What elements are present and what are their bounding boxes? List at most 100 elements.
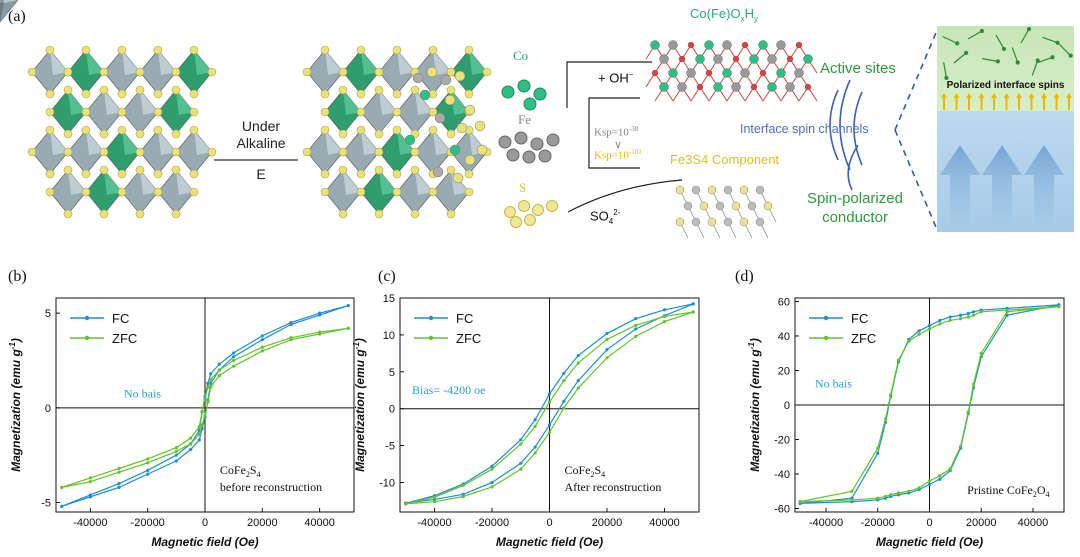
- sulfur-atom: [81, 89, 91, 99]
- lattice-atom: [704, 40, 714, 50]
- lattice-atom: [758, 40, 768, 50]
- legend-label-fc: FC: [112, 311, 129, 326]
- data-point-zfc: [883, 417, 888, 421]
- data-point-fc: [232, 351, 236, 355]
- sulfur-atom: [356, 45, 366, 55]
- crystal-pristine: [27, 45, 217, 219]
- random-spin-arrow: [1011, 47, 1019, 63]
- data-point-fc: [174, 459, 178, 463]
- data-point-zfc: [896, 358, 901, 362]
- data-point-zfc: [200, 423, 204, 427]
- data-point-zfc: [60, 485, 64, 489]
- data-point-zfc: [883, 494, 888, 499]
- sulfur-atom: [45, 107, 55, 117]
- octahedron-face: [104, 170, 122, 195]
- random-spin-arrow: [1031, 60, 1039, 76]
- sulfur-atom: [81, 45, 91, 55]
- data-point-fc: [88, 495, 92, 499]
- data-point-zfc: [260, 349, 264, 353]
- panel-label-c: (c): [378, 268, 396, 285]
- condition-label-alkaline: Alkaline: [236, 135, 286, 151]
- y-tick-label: 0: [389, 404, 395, 416]
- data-point-zfc: [938, 322, 942, 326]
- polarized-spin-head: [1041, 93, 1047, 98]
- data-point-zfc: [958, 444, 963, 449]
- lattice-atom: [668, 40, 678, 50]
- octahedron-face: [68, 90, 86, 115]
- data-point-fc: [562, 399, 566, 403]
- bias-annotation: No bais: [124, 387, 161, 401]
- x-tick-label: 0: [926, 517, 932, 529]
- polarized-spin-head: [1016, 93, 1022, 98]
- dissolved-atom: [434, 112, 446, 124]
- octahedron-face: [415, 90, 433, 115]
- sulfur-atom: [171, 209, 181, 219]
- data-point-zfc: [971, 313, 976, 317]
- x-tick-label: 40000: [304, 517, 335, 529]
- data-point-fc: [146, 472, 150, 476]
- data-point-fc: [634, 317, 638, 321]
- lattice-atom: [749, 54, 759, 64]
- octahedron-face: [50, 130, 68, 155]
- octahedron-face: [158, 130, 176, 155]
- data-point-zfc: [979, 310, 983, 314]
- sulfur-atom: [27, 67, 37, 77]
- sulfur-atom: [117, 45, 127, 55]
- data-point-zfc: [206, 385, 210, 389]
- data-point-fc: [1005, 313, 1009, 317]
- data-point-fc: [927, 482, 932, 486]
- y-axis-title: Magnetization (emu g-1): [747, 338, 762, 472]
- y-tick-label: -10: [379, 477, 395, 489]
- random-spin-arrow: [967, 30, 983, 40]
- random-spin-head: [1035, 58, 1040, 63]
- sulfur-atom: [464, 89, 474, 99]
- sulfur-atom: [338, 129, 348, 139]
- sulfur-atom: [153, 89, 163, 99]
- data-point-zfc: [948, 318, 952, 323]
- sample-label: Pristine CoFe2O4: [967, 483, 1049, 499]
- condition-label-e: E: [256, 166, 266, 182]
- data-point-fc: [432, 497, 437, 502]
- random-spin-head: [979, 28, 985, 34]
- plot-2: -40000 -20000 0 20000 40000 -60 -40 -20 0 20 40 60 M…: [747, 296, 1065, 549]
- data-point-fc: [197, 438, 201, 442]
- y-tick-label: -5: [385, 441, 395, 453]
- sulfur-atom: [81, 125, 91, 135]
- lattice-atom: [739, 185, 749, 195]
- sulfur-atom: [45, 89, 55, 99]
- y-tick-label: 15: [383, 293, 395, 305]
- random-spin-head: [1001, 46, 1007, 52]
- data-point-fc: [490, 480, 494, 485]
- lattice-atom: [707, 185, 717, 195]
- data-point-zfc: [232, 358, 236, 363]
- octahedron-face: [325, 50, 343, 75]
- sulfur-atom: [63, 209, 73, 219]
- data-point-zfc: [907, 489, 911, 493]
- sulfur-atom: [410, 165, 420, 175]
- bias-annotation: No bais: [815, 377, 852, 391]
- sulfur-atom: [171, 129, 181, 139]
- polarized-spin-head: [966, 93, 972, 98]
- data-point-zfc: [189, 436, 193, 440]
- lattice-atom: [740, 68, 750, 78]
- sulfur-atom: [45, 45, 55, 55]
- lattice-atom: [686, 68, 696, 78]
- sulfur-atom: [153, 187, 163, 197]
- sulfur-atom: [63, 129, 73, 139]
- random-spin-arrow: [953, 52, 967, 64]
- x-tick-label: -20000: [131, 517, 165, 529]
- data-point-fc: [966, 311, 970, 316]
- random-spin-head: [1055, 40, 1060, 45]
- y-tick-label: 60: [778, 296, 790, 308]
- sulfur-atom: [320, 169, 330, 179]
- sulfur-atom: [81, 169, 91, 179]
- sulfur-atom: [392, 107, 402, 117]
- sulfur-atom: [117, 187, 127, 197]
- panel-label-b: (b): [8, 268, 27, 285]
- data-point-zfc: [927, 479, 932, 483]
- lattice-atom: [804, 83, 812, 91]
- data-point-zfc: [432, 495, 437, 499]
- x-tick-label: -40000: [73, 517, 107, 529]
